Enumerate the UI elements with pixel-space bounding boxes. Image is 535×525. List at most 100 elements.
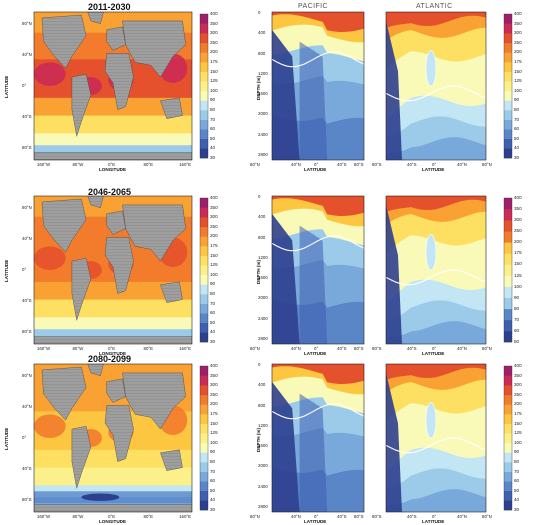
atlantic-x-tick: 80°S	[372, 162, 382, 167]
map-x-tick: 80°E	[143, 514, 154, 519]
atlantic-x-tick: 80°N	[482, 346, 492, 351]
pacific-x-axis-label: LATITUDE	[304, 167, 327, 172]
colorbar-swatch	[200, 274, 208, 285]
colorbar-label: 350	[514, 20, 522, 26]
colorbar-label: 350	[210, 372, 218, 378]
map-x-axis-label: LONGITUDE	[99, 351, 127, 356]
colorbar-swatch	[200, 423, 208, 434]
colorbar-label: 60	[210, 478, 216, 484]
colorbar-swatch	[504, 442, 512, 453]
pacific-x-tick: 40°S	[337, 162, 347, 167]
atlantic-x-tick: 80°S	[372, 346, 382, 351]
colorbar-swatch	[200, 414, 208, 424]
colorbar-swatch	[504, 209, 512, 221]
colorbar-label: 30	[514, 507, 520, 512]
colorbar-label: 200	[514, 401, 522, 407]
colorbar-label: 150	[210, 252, 218, 258]
map-panel-2	[33, 195, 193, 345]
colorbar-label: 300	[514, 217, 522, 223]
atlantic-x-tick: 40°N	[457, 346, 467, 351]
colorbar-swatch	[504, 52, 512, 63]
colorbar-label: 250	[514, 39, 522, 45]
depth-layer	[272, 364, 364, 384]
pacific-x-tick: 80°S	[354, 346, 364, 351]
map-y-tick: 80°S	[22, 497, 32, 503]
map-y-tick: 0°	[22, 267, 27, 272]
colorbar-swatch	[504, 253, 512, 265]
colorbar-label: 150	[514, 420, 522, 426]
colorbar-swatch	[200, 284, 208, 295]
continent-landmass	[41, 366, 87, 421]
pacific-x-tick: 40°S	[337, 514, 347, 519]
ocean-label-atlantic: ATLANTIC	[416, 3, 453, 10]
continent-landmass	[104, 237, 134, 294]
pacific-x-tick: 0°	[314, 514, 319, 519]
atlantic-x-tick: 0°	[432, 514, 437, 519]
depth-tick: 400	[258, 30, 266, 36]
colorbar-label: 80	[514, 305, 520, 311]
map-title-3: 2080-2099	[88, 354, 132, 364]
colorbar-swatch	[504, 330, 512, 343]
continent-landmass	[122, 372, 186, 430]
atlantic-x-tick: 40°N	[457, 514, 467, 519]
atlantic-x-tick: 40°S	[407, 346, 417, 351]
colorbar-swatch	[200, 313, 208, 324]
colorbar-label: 125	[514, 430, 522, 436]
colorbar-label: 400	[514, 363, 522, 368]
colorbar-label: 90	[210, 97, 216, 103]
map-x-tick: 0°E	[108, 514, 116, 519]
colorbar-swatch	[504, 385, 512, 396]
pacific-x-tick: 80°N	[250, 514, 260, 519]
colorbar-swatch	[504, 366, 512, 376]
colorbar-label: 60	[514, 478, 520, 484]
colorbar-swatch	[504, 500, 512, 511]
colorbar-label: 40	[514, 497, 520, 503]
colorbar-swatch	[504, 220, 512, 232]
colorbar-swatch	[200, 90, 208, 101]
continent-landmass	[87, 12, 104, 25]
map-x-tick: 80°W	[72, 346, 84, 351]
deep-water-mass	[386, 204, 402, 344]
section-colorbar-3	[503, 365, 513, 511]
pacific-x-tick: 40°N	[291, 162, 301, 167]
map-x-axis-label: LONGITUDE	[99, 519, 127, 524]
colorbar-swatch	[504, 100, 512, 111]
colorbar-label: 50	[210, 135, 216, 141]
colorbar-swatch	[504, 462, 512, 472]
colorbar-label: 200	[210, 233, 218, 239]
colorbar-label: 100	[210, 439, 218, 445]
section-colorbar-1	[503, 13, 513, 159]
colorbar-label: 60	[210, 310, 216, 316]
map-band	[34, 317, 192, 330]
deep-water-mass	[272, 381, 300, 512]
colorbar-swatch	[200, 433, 208, 444]
depth-tick: 1200	[258, 254, 268, 260]
depth-tick: 1200	[258, 422, 268, 428]
map-x-tick: 80°W	[72, 514, 84, 519]
colorbar-swatch	[504, 394, 512, 405]
atlantic-x-tick: 0°	[432, 346, 437, 351]
continent-landmass	[160, 281, 183, 303]
colorbar-label: 80	[210, 459, 216, 464]
map-hotspot	[34, 246, 66, 270]
map-colorbar-2	[199, 197, 209, 343]
map-x-tick: 160°W	[36, 514, 51, 519]
map-hotspot	[34, 414, 66, 438]
colorbar-swatch	[200, 394, 208, 405]
section-panel-3	[271, 363, 487, 513]
colorbar-label: 40	[210, 145, 216, 151]
colorbar-label: 70	[514, 468, 520, 474]
deep-water-mass	[272, 29, 300, 160]
map-title-1: 2011-2030	[88, 2, 131, 12]
colorbar-swatch	[200, 236, 208, 247]
colorbar-swatch	[200, 366, 208, 376]
depth-tick: 2000	[258, 463, 268, 469]
colorbar-label: 50	[514, 339, 520, 344]
continent-landmass	[87, 196, 104, 209]
contour-line	[272, 235, 364, 252]
colorbar-label: 250	[210, 391, 218, 397]
colorbar-swatch	[504, 62, 512, 72]
contour-line	[386, 269, 486, 286]
colorbar-swatch	[200, 462, 208, 472]
colorbar-swatch	[200, 246, 208, 256]
